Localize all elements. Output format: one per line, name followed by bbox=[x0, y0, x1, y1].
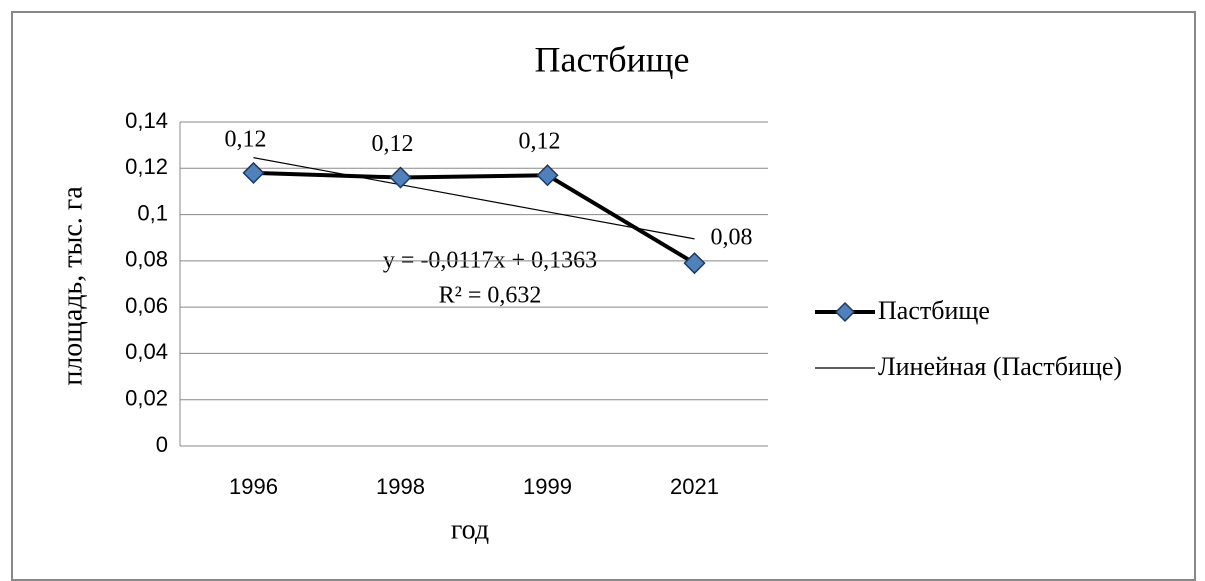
y-tick-label: 0,12 bbox=[125, 154, 168, 179]
data-label: 0,08 bbox=[711, 225, 753, 251]
y-tick-label: 0,08 bbox=[125, 247, 168, 272]
trend-r2: R² = 0,632 bbox=[439, 283, 542, 309]
y-tick-label: 0,04 bbox=[125, 339, 168, 364]
legend-marker bbox=[834, 301, 856, 323]
y-tick-label: 0 bbox=[156, 432, 168, 457]
y-tick-label: 0,06 bbox=[125, 293, 168, 318]
trend-line bbox=[253, 157, 695, 240]
legend-label: Линейная (Пастбище) bbox=[878, 352, 1122, 381]
y-tick-label: 0,14 bbox=[125, 108, 168, 133]
point-marker bbox=[536, 164, 559, 187]
point-marker bbox=[242, 161, 265, 184]
x-tick-label: 2021 bbox=[670, 474, 719, 499]
data-label: 0,12 bbox=[519, 129, 561, 155]
data-label: 0,12 bbox=[372, 131, 414, 157]
x-tick-label: 1998 bbox=[376, 474, 425, 499]
point-marker bbox=[683, 252, 706, 275]
data-label: 0,12 bbox=[225, 126, 267, 152]
series-line bbox=[253, 170, 696, 265]
y-axis-label: площадь, тыс. га bbox=[57, 186, 88, 386]
legend-label: Пастбище bbox=[878, 296, 990, 325]
x-tick-label: 1996 bbox=[229, 474, 278, 499]
x-tick-label: 1999 bbox=[523, 474, 572, 499]
chart-border bbox=[11, 11, 1196, 581]
y-tick-label: 0,02 bbox=[125, 386, 168, 411]
x-axis-label: год bbox=[451, 514, 489, 545]
y-tick-label: 0,1 bbox=[137, 200, 168, 225]
chart-title: Пастбище bbox=[535, 39, 690, 79]
point-marker bbox=[389, 166, 412, 189]
